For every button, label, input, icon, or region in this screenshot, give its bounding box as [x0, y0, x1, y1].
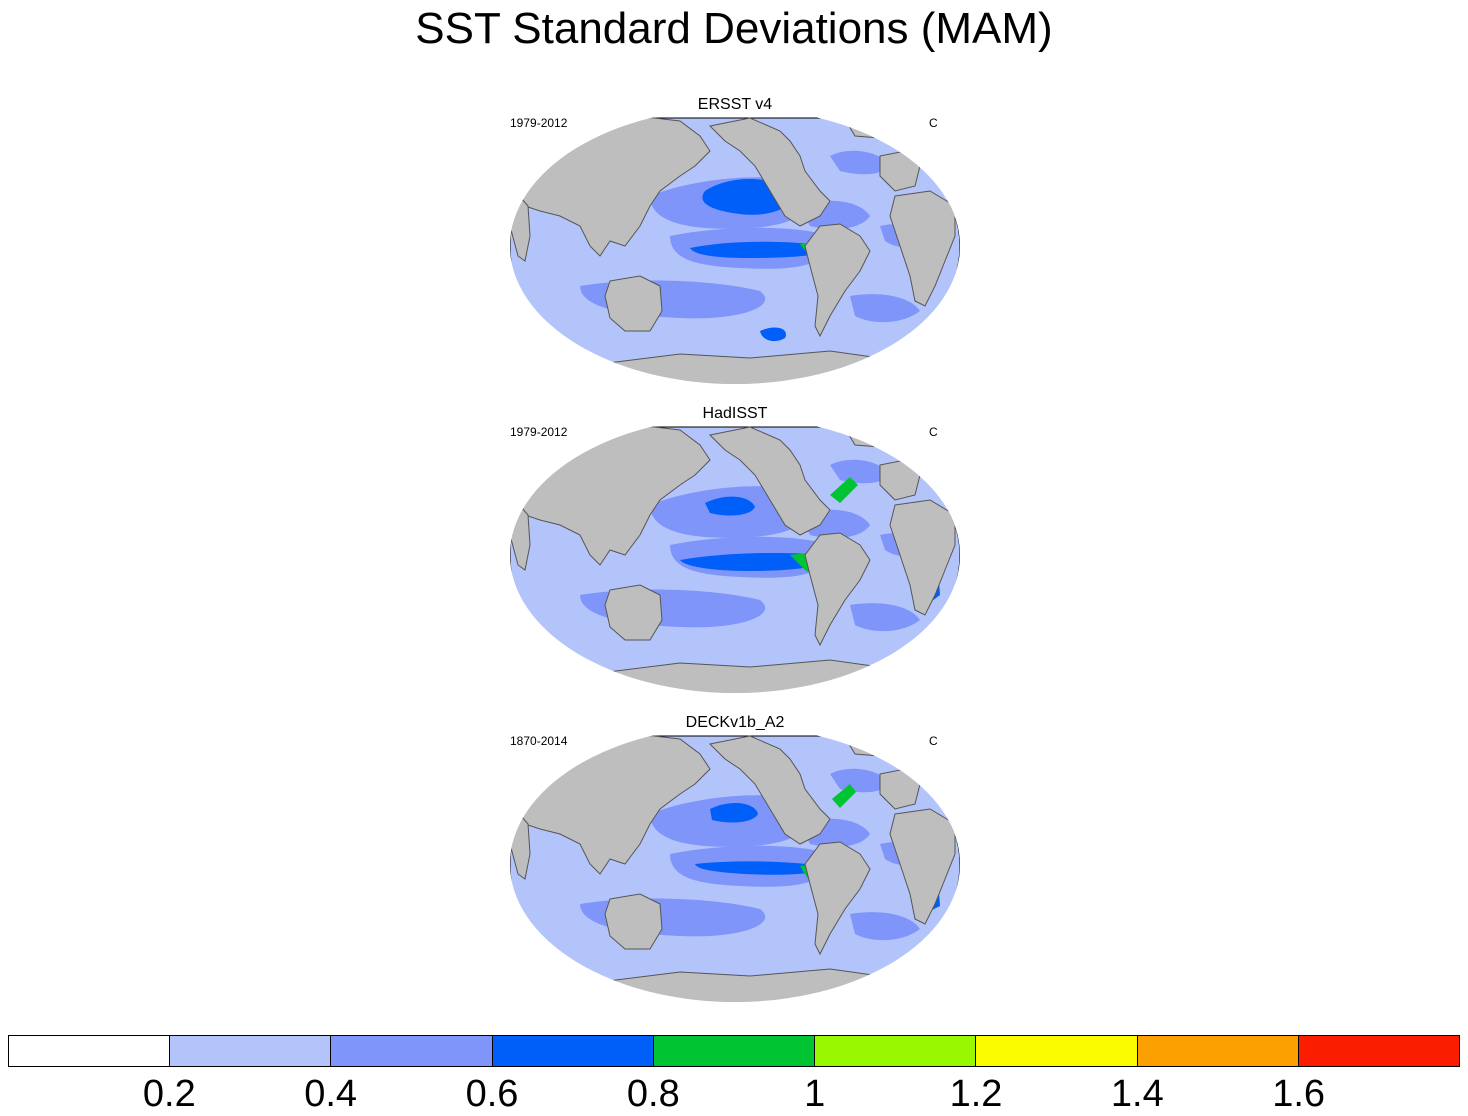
- panel-units: C: [929, 425, 938, 439]
- land-mass: [708, 426, 831, 536]
- colorbar-segment: [9, 1036, 171, 1066]
- panel-title: HadISST: [702, 405, 768, 422]
- anomaly-south-pacific: [760, 327, 786, 342]
- colorbar-tick-label: 1.4: [1110, 1073, 1164, 1115]
- anomaly-region: [830, 768, 890, 793]
- colorbar-segment: [815, 1036, 977, 1066]
- panel-period: 1870-2014: [510, 734, 568, 748]
- colorbar-tick-label: 0.6: [465, 1073, 519, 1115]
- anomaly-region: [850, 294, 920, 323]
- land-mass: [604, 584, 663, 641]
- colorbar-tick-label: 1.6: [1272, 1073, 1326, 1115]
- colorbar-tick-label: 0.4: [304, 1073, 358, 1115]
- anomaly-gulf-stream: [830, 477, 858, 503]
- map-panel-ersst: ERSST v4 1979-2012 C: [500, 96, 970, 396]
- colorbar-tick-label: 0.8: [626, 1073, 680, 1115]
- anomaly-north-pacific: [705, 496, 755, 516]
- figure-title: SST Standard Deviations (MAM): [415, 4, 1053, 53]
- land-mass: [708, 735, 831, 845]
- anomaly-region: [850, 912, 920, 941]
- colorbar: [8, 1035, 1460, 1067]
- panel-units: C: [929, 116, 938, 130]
- panel-period: 1979-2012: [510, 116, 568, 130]
- colorbar-segment: [976, 1036, 1138, 1066]
- colorbar-tick-label: 1.2: [949, 1073, 1003, 1115]
- colorbar-segment: [653, 1036, 816, 1066]
- colorbar-segment: [492, 1036, 654, 1066]
- anomaly-region: [830, 150, 890, 175]
- land-mass: [804, 223, 871, 338]
- colorbar-segment: [170, 1036, 332, 1066]
- panel-title: ERSST v4: [697, 96, 773, 113]
- land-mass: [804, 841, 871, 956]
- land-mass: [604, 893, 663, 950]
- colorbar-segment: [331, 1036, 493, 1066]
- map-deckv1b: [510, 728, 960, 1002]
- anomaly-equatorial-pacific: [695, 861, 821, 875]
- colorbar-segment: [1137, 1036, 1299, 1066]
- anomaly-region: [850, 603, 920, 632]
- land-mass: [804, 532, 871, 647]
- land-mass: [708, 117, 831, 227]
- anomaly-equatorial-pacific: [690, 241, 831, 258]
- map-panel-hadisst: HadISST 1979-2012 C: [500, 405, 970, 705]
- map-hadisst: [510, 419, 960, 693]
- panel-period: 1979-2012: [510, 425, 568, 439]
- colorbar-tick-label: 0.2: [142, 1073, 196, 1115]
- map-ersst: [510, 110, 960, 384]
- colorbar-tick-label: 1: [804, 1073, 826, 1115]
- panel-title: DECKv1b_A2: [685, 714, 785, 731]
- anomaly-gulf-stream: [832, 784, 856, 808]
- panel-units: C: [929, 734, 938, 748]
- anomaly-region: [830, 459, 890, 484]
- map-panel-deckv1b: DECKv1b_A2 1870-2014 C: [500, 714, 970, 1014]
- land-mass: [604, 275, 663, 332]
- anomaly-north-pacific: [710, 802, 758, 823]
- colorbar-segment: [1298, 1036, 1459, 1066]
